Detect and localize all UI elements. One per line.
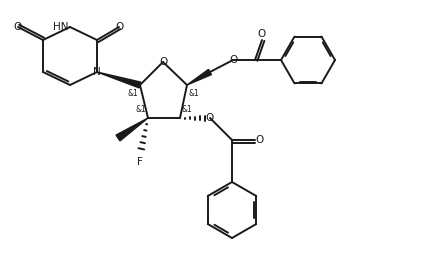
Polygon shape [187, 69, 212, 85]
Text: N: N [93, 67, 101, 77]
Text: &1: &1 [189, 89, 199, 97]
Text: O: O [229, 55, 237, 65]
Text: HN: HN [53, 22, 68, 32]
Text: O: O [14, 22, 22, 32]
Text: O: O [256, 135, 264, 145]
Text: &1: &1 [136, 106, 146, 114]
Text: F: F [137, 157, 143, 167]
Text: O: O [115, 22, 123, 32]
Text: &1: &1 [128, 89, 138, 97]
Polygon shape [97, 72, 141, 88]
Text: O: O [159, 57, 167, 67]
Text: O: O [258, 29, 266, 39]
Text: O: O [206, 113, 214, 123]
Text: &1: &1 [181, 106, 192, 114]
Polygon shape [116, 118, 148, 141]
